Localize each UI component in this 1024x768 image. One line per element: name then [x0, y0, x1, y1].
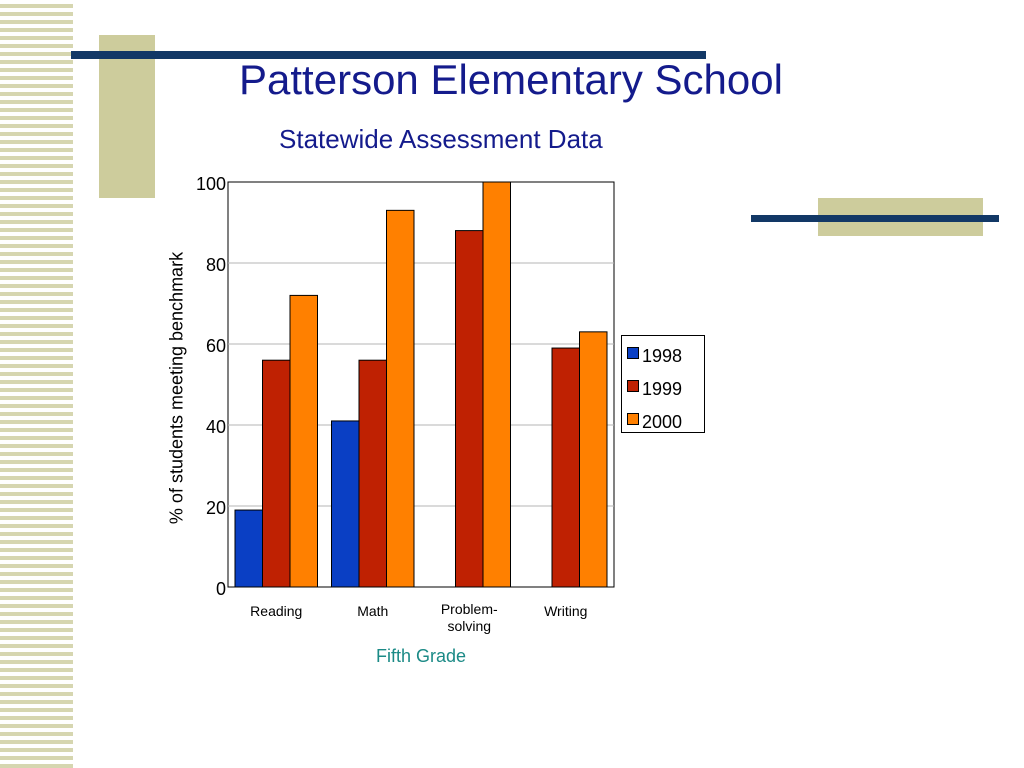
chart-legend: 1998 1999 2000 [621, 335, 705, 433]
page-subtitle: Statewide Assessment Data [279, 124, 603, 154]
legend-label-1999: 1999 [642, 378, 683, 399]
x-tick-label-line: Reading [250, 603, 302, 619]
legend-label-2000: 2000 [642, 411, 683, 432]
y-tick-label-60: 60 [206, 336, 226, 356]
x-tick-label-problem-solving: Problem-solving [441, 601, 498, 634]
x-tick-label-line: solving [447, 618, 491, 634]
bar-2000-reading [289, 294, 318, 588]
bar-1999-reading [262, 359, 291, 588]
y-tick-label-80: 80 [206, 255, 226, 275]
bar-1999-writing [551, 347, 580, 588]
x-tick-label-math: Math [357, 603, 388, 619]
bar-1999-problem-solving [455, 230, 484, 588]
page-title: Patterson Elementary School [239, 56, 783, 103]
bar-1999-math [358, 359, 387, 588]
x-tick-label-reading: Reading [250, 603, 302, 619]
legend-label-1998: 1998 [642, 345, 683, 366]
x-tick-label-line: Problem- [441, 601, 498, 617]
bar-2000-writing [579, 331, 608, 588]
bar-1998-math [331, 420, 360, 588]
legend-item-1998: 1998 [627, 346, 682, 366]
x-tick-label-writing: Writing [544, 603, 587, 619]
tan-block-decoration [99, 35, 155, 198]
x-axis-title: Fifth Grade [376, 646, 467, 666]
legend-swatch-2000 [627, 413, 639, 425]
legend-item-2000: 2000 [627, 412, 682, 432]
legend-swatch-1999 [627, 380, 639, 392]
navy-bar-decoration-right [751, 215, 999, 222]
y-tick-label-100: 100 [196, 174, 226, 194]
bar-2000-problem-solving [482, 181, 511, 588]
y-tick-label-20: 20 [206, 498, 226, 518]
striped-sidebar-decoration [0, 0, 73, 768]
bar-2000-math [386, 209, 415, 588]
x-tick-label-line: Writing [544, 603, 587, 619]
y-tick-label-40: 40 [206, 417, 226, 437]
x-tick-label-line: Math [357, 603, 388, 619]
navy-bar-decoration [71, 51, 706, 59]
legend-item-1999: 1999 [627, 379, 682, 399]
legend-swatch-1998 [627, 347, 639, 359]
y-tick-label-0: 0 [216, 579, 226, 599]
bar-1998-reading [234, 509, 263, 588]
